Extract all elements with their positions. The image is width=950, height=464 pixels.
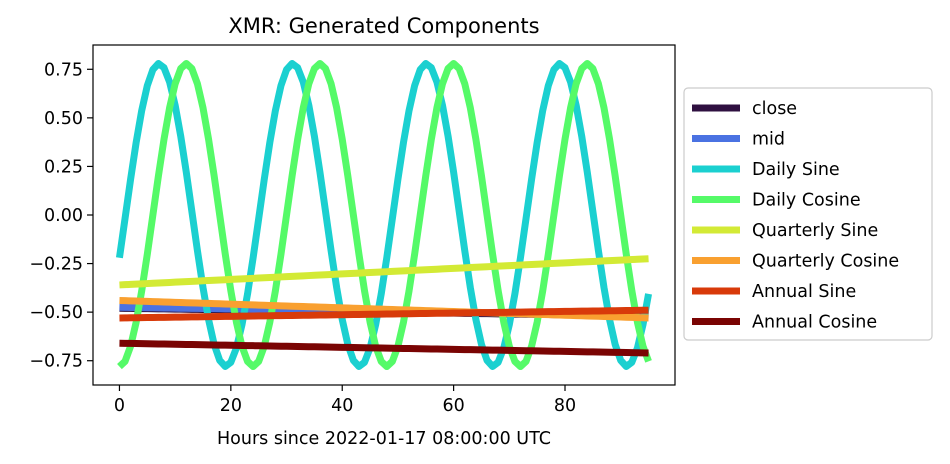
legend-label: Annual Sine	[752, 282, 856, 302]
axes-frame	[92, 44, 676, 386]
y-tick-label: 0.25	[44, 157, 83, 177]
x-tick-label: 80	[554, 396, 576, 416]
legend: close mid Daily Sine Daily Cosine Quarterly …	[683, 87, 933, 341]
plot-area: 0 20 40 60 80 0.75 0.50 0.25 0.00 −0.25 −0.50 −0.75	[29, 44, 676, 416]
legend-label: Quarterly Sine	[752, 221, 878, 241]
y-tick-label: −0.25	[29, 255, 83, 275]
y-tick-label: 0.75	[44, 60, 83, 80]
series-line-6	[119, 306, 649, 322]
series-line-7	[119, 339, 649, 357]
y-tick-label: −0.50	[29, 303, 83, 323]
legend-label: mid	[752, 130, 785, 150]
x-tick-label: 40	[331, 396, 353, 416]
legend-label: Daily Cosine	[752, 191, 861, 211]
legend-box	[683, 87, 933, 341]
series-line-4	[119, 255, 649, 289]
x-tick-label: 20	[220, 396, 242, 416]
series-line-3	[117, 59, 652, 371]
y-tick-label: −0.75	[29, 352, 83, 372]
series-line-5	[119, 296, 649, 322]
legend-label: Annual Cosine	[752, 313, 877, 333]
y-tick-label: 0.50	[44, 109, 83, 129]
legend-label: Daily Sine	[752, 160, 840, 180]
chart-title: XMR: Generated Components	[228, 14, 539, 38]
x-tick-label: 60	[442, 396, 464, 416]
legend-label: close	[752, 99, 797, 119]
x-tick-label: 0	[114, 396, 125, 416]
y-tick-label: 0.00	[44, 206, 83, 226]
legend-label: Quarterly Cosine	[752, 252, 899, 272]
x-axis-label: Hours since 2022-01-17 08:00:00 UTC	[217, 429, 551, 449]
